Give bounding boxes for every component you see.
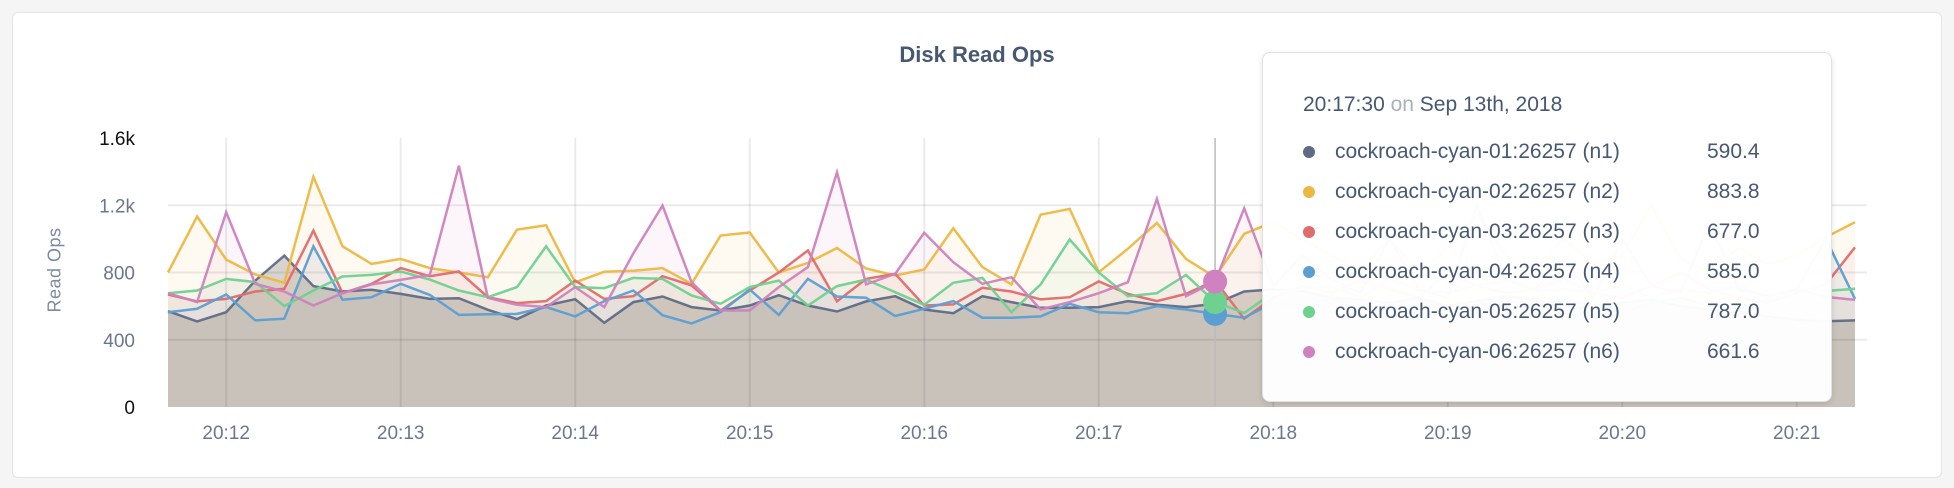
tooltip-series-value: 661.6 — [1707, 340, 1760, 363]
tooltip-series-name: cockroach-cyan-04:26257 (n4) — [1335, 260, 1620, 283]
tooltip-row: cockroach-cyan-06:26257 (n6) 661.6 — [1303, 337, 1803, 367]
tooltip-row: cockroach-cyan-04:26257 (n4) 585.0 — [1303, 257, 1803, 287]
tooltip-series-value: 677.0 — [1707, 220, 1760, 243]
x-tick-label: 20:14 — [551, 423, 599, 444]
tooltip-series-name: cockroach-cyan-06:26257 (n6) — [1335, 340, 1620, 363]
x-tick-label: 20:13 — [377, 423, 425, 444]
tooltip-series-name: cockroach-cyan-05:26257 (n5) — [1335, 300, 1620, 323]
y-tick-label: 0 — [124, 398, 135, 419]
tooltip-series-value: 883.8 — [1707, 180, 1760, 203]
series-color-dot-icon — [1303, 146, 1315, 158]
tooltip-series-name: cockroach-cyan-03:26257 (n3) — [1335, 220, 1620, 243]
y-tick-label: 400 — [103, 331, 135, 352]
tooltip-row: cockroach-cyan-01:26257 (n1) 590.4 — [1303, 137, 1803, 167]
x-tick-label: 20:17 — [1075, 423, 1123, 444]
chart-title: Disk Read Ops — [899, 42, 1055, 67]
tooltip-series-value: 590.4 — [1707, 140, 1760, 163]
tooltip-series-name: cockroach-cyan-01:26257 (n1) — [1335, 140, 1620, 163]
x-tick-label: 20:12 — [202, 423, 250, 444]
tooltip-series-name: cockroach-cyan-02:26257 (n2) — [1335, 180, 1620, 203]
x-tick-label: 20:15 — [726, 423, 774, 444]
x-tick-label: 20:16 — [900, 423, 948, 444]
tooltip-date: Sep 13th, 2018 — [1419, 93, 1563, 116]
hover-point-n5 — [1203, 290, 1228, 315]
y-tick-label: 800 — [103, 264, 135, 285]
x-tick-label: 20:21 — [1773, 423, 1821, 444]
series-color-dot-icon — [1303, 226, 1315, 238]
y-tick-label: 1.6k — [99, 129, 135, 150]
tooltip-series-value: 585.0 — [1707, 260, 1760, 283]
x-tick-label: 20:18 — [1250, 423, 1298, 444]
x-tick-label: 20:20 — [1599, 423, 1647, 444]
y-tick-label: 1.2k — [99, 196, 135, 217]
tooltip-time: 20:17:30 — [1303, 93, 1385, 116]
tooltip-row: cockroach-cyan-05:26257 (n5) 787.0 — [1303, 297, 1803, 327]
hover-point-n6 — [1203, 269, 1228, 294]
tooltip-header: 20:17:30 on Sep 13th, 2018 — [1303, 93, 1562, 117]
series-color-dot-icon — [1303, 306, 1315, 318]
tooltip-row: cockroach-cyan-02:26257 (n2) 883.8 — [1303, 177, 1803, 207]
series-color-dot-icon — [1303, 346, 1315, 358]
hover-tooltip: 20:17:30 on Sep 13th, 2018 cockroach-cya… — [1262, 52, 1832, 402]
x-tick-label: 20:19 — [1424, 423, 1472, 444]
series-color-dot-icon — [1303, 266, 1315, 278]
tooltip-series-value: 787.0 — [1707, 300, 1760, 323]
tooltip-row: cockroach-cyan-03:26257 (n3) 677.0 — [1303, 217, 1803, 247]
series-color-dot-icon — [1303, 186, 1315, 198]
tooltip-on: on — [1390, 93, 1414, 116]
